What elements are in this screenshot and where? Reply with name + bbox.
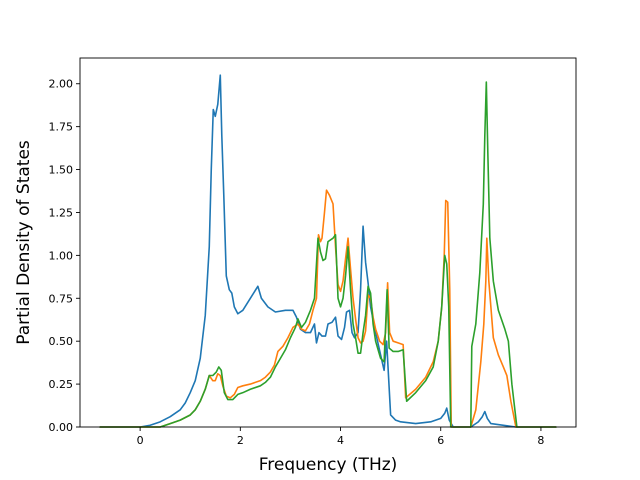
- axes-frame: [79, 57, 577, 428]
- series-line-1: [99, 74, 557, 428]
- x-tick-label: 4: [337, 434, 344, 447]
- y-tick-label: 1.75: [49, 121, 74, 134]
- y-tick-label: 0.75: [49, 292, 74, 305]
- series-layer: [99, 74, 557, 428]
- y-axis-label: Partial Density of States: [14, 140, 34, 345]
- y-tick-label: 2.00: [49, 78, 74, 91]
- y-tick-label: 1.50: [49, 164, 74, 177]
- x-tick-label: 2: [237, 434, 244, 447]
- y-tick-label: 0.25: [49, 378, 74, 391]
- x-axis-label: Frequency (THz): [259, 455, 398, 475]
- y-tick-label: 0.00: [49, 421, 74, 434]
- series-line-3: [99, 81, 557, 428]
- y-tick-label: 1.25: [49, 206, 74, 219]
- x-tick-label: 0: [137, 434, 144, 447]
- y-tick-label: 0.50: [49, 335, 74, 348]
- x-tick-label: 6: [437, 434, 444, 447]
- axes-layer: 0 2 4 6 8 0.00 0.25 0.50 0.75 1.00 1.25 1.50 1.75 2.0…: [49, 57, 577, 447]
- x-tick-label: 8: [537, 434, 544, 447]
- y-tick-label: 1.00: [49, 249, 74, 262]
